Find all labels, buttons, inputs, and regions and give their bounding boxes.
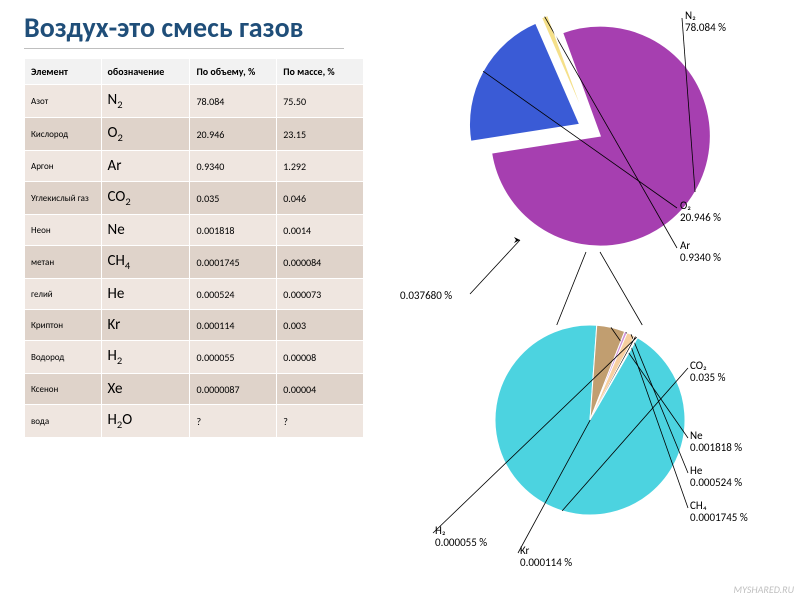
cell-mass: 23.15 (277, 118, 364, 151)
cell-element: метан (25, 246, 102, 279)
cell-element: Азот (25, 85, 102, 118)
cell-volume: 0.035 (190, 182, 277, 215)
table-row: гелийHe0.0005240.000073 (25, 279, 364, 310)
cell-mass: 0.003 (277, 310, 364, 341)
chart-label: Kr0.000114 % (520, 545, 572, 569)
th-volume: По объему, % (190, 59, 277, 85)
cell-symbol: Ar (101, 151, 190, 182)
chart-label: He0.000524 % (690, 465, 742, 489)
cell-symbol: Kr (101, 310, 190, 341)
cell-volume: 0.9340 (190, 151, 277, 182)
cell-element: Углекислый газ (25, 182, 102, 215)
cell-element: Криптон (25, 310, 102, 341)
cell-volume: 0.001818 (190, 215, 277, 246)
table-row: КислородO220.94623.15 (25, 118, 364, 151)
cell-volume: 0.000055 (190, 341, 277, 374)
chart-label: Ar0.9340 % (680, 240, 721, 264)
cell-mass: 1.292 (277, 151, 364, 182)
chart-label: CH₄0.0001745 % (690, 500, 748, 524)
watermark: MYSHARED.RU (734, 583, 794, 596)
cell-mass: 0.000073 (277, 279, 364, 310)
cell-element: гелий (25, 279, 102, 310)
composition-table: Элемент обозначение По объему, % По масс… (24, 58, 364, 438)
chart-label: O₂20.946 % (680, 200, 721, 224)
cell-element: Кислород (25, 118, 102, 151)
cell-volume: 0.0000087 (190, 374, 277, 405)
chart-label: CO₂0.035 % (690, 360, 725, 384)
table-row: КсенонXe0.00000870.00004 (25, 374, 364, 405)
table-row: АргонAr0.93401.292 (25, 151, 364, 182)
table-row: метанCH40.00017450.000084 (25, 246, 364, 279)
chart-label: H₂0.000055 % (435, 525, 487, 549)
table-row: КриптонKr0.0001140.003 (25, 310, 364, 341)
cell-element: Неон (25, 215, 102, 246)
cell-mass: 0.0014 (277, 215, 364, 246)
cell-volume: 0.000114 (190, 310, 277, 341)
page-title: Воздух-это смесь газов (24, 10, 303, 45)
chart-label: Ne0.001818 % (690, 430, 742, 454)
cell-symbol: He (101, 279, 190, 310)
cell-symbol: H2O (101, 405, 190, 438)
cell-volume: 0.000524 (190, 279, 277, 310)
cell-symbol: Xe (101, 374, 190, 405)
cell-symbol: N2 (101, 85, 190, 118)
cell-element: Аргон (25, 151, 102, 182)
cell-mass: ? (277, 405, 364, 438)
chart-area: N₂78.084 % O₂20.946 % Ar0.9340 % 0.037680 %… (380, 0, 800, 600)
cell-element: вода (25, 405, 102, 438)
table-row: водаH2O?? (25, 405, 364, 438)
cell-volume: 78.084 (190, 85, 277, 118)
table-row: ВодородH20.0000550.00008 (25, 341, 364, 374)
cell-mass: 0.046 (277, 182, 364, 215)
cell-symbol: Ne (101, 215, 190, 246)
table-row: НеонNe0.0018180.0014 (25, 215, 364, 246)
table-row: Углекислый газCO20.0350.046 (25, 182, 364, 215)
cell-mass: 75.50 (277, 85, 364, 118)
cell-symbol: CH4 (101, 246, 190, 279)
cell-element: Водород (25, 341, 102, 374)
th-symbol: обозначение (101, 59, 190, 85)
chart-label: 0.037680 % (400, 290, 452, 302)
cell-mass: 0.000084 (277, 246, 364, 279)
title-underline (24, 48, 344, 49)
chart-label: N₂78.084 % (685, 10, 726, 34)
cell-symbol: O2 (101, 118, 190, 151)
cell-volume: 0.0001745 (190, 246, 277, 279)
cell-symbol: CO2 (101, 182, 190, 215)
cell-symbol: H2 (101, 341, 190, 374)
cell-volume: 20.946 (190, 118, 277, 151)
th-mass: По массе, % (277, 59, 364, 85)
cell-mass: 0.00008 (277, 341, 364, 374)
cell-volume: ? (190, 405, 277, 438)
table-row: АзотN278.08475.50 (25, 85, 364, 118)
cell-element: Ксенон (25, 374, 102, 405)
cell-mass: 0.00004 (277, 374, 364, 405)
th-element: Элемент (25, 59, 102, 85)
